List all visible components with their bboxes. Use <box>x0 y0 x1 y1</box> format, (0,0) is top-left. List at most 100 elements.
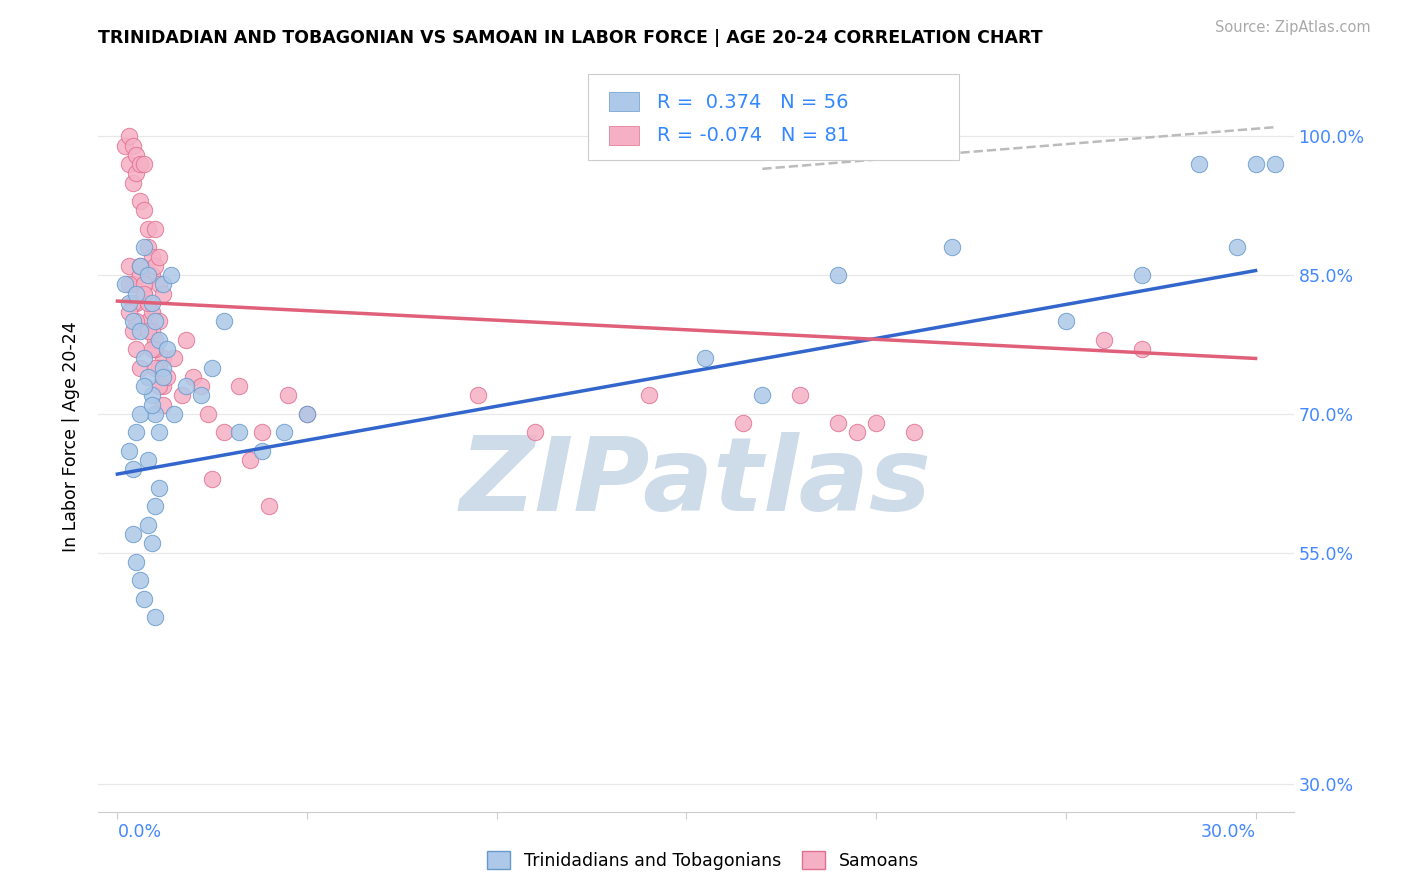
FancyBboxPatch shape <box>609 126 638 145</box>
Text: ZIPatlas: ZIPatlas <box>460 432 932 533</box>
Point <box>118 157 141 171</box>
Point <box>141 342 163 356</box>
Point <box>239 453 262 467</box>
Point <box>129 268 152 283</box>
Point <box>228 425 250 440</box>
Y-axis label: In Labor Force | Age 20-24: In Labor Force | Age 20-24 <box>62 322 80 552</box>
Point <box>733 416 755 430</box>
Point <box>148 250 170 264</box>
Point <box>129 259 152 273</box>
Point <box>141 250 163 264</box>
Point <box>467 388 489 402</box>
Point <box>201 472 224 486</box>
Point <box>277 388 299 402</box>
Point <box>1264 157 1286 171</box>
Point <box>148 379 170 393</box>
Point <box>121 176 143 190</box>
Point <box>132 379 155 393</box>
Point <box>181 370 204 384</box>
Point <box>143 500 166 514</box>
Point <box>132 157 155 171</box>
Point <box>827 268 849 283</box>
Point <box>789 388 811 402</box>
Point <box>152 277 174 292</box>
Point <box>148 314 170 328</box>
Point <box>148 425 170 440</box>
Point <box>121 277 143 292</box>
Point <box>132 203 155 218</box>
Point <box>174 333 197 347</box>
Point <box>250 444 273 458</box>
Text: Source: ZipAtlas.com: Source: ZipAtlas.com <box>1215 20 1371 35</box>
Point <box>228 379 250 393</box>
Point <box>118 277 141 292</box>
Point <box>118 444 141 458</box>
Point <box>136 453 159 467</box>
Point <box>141 388 163 402</box>
Point <box>141 296 163 310</box>
Point <box>132 286 155 301</box>
Point <box>136 370 159 384</box>
Point <box>143 314 166 328</box>
Point <box>129 259 152 273</box>
Point <box>132 240 155 254</box>
Point <box>152 370 174 384</box>
Point <box>141 305 163 319</box>
Point <box>1244 157 1267 171</box>
Point <box>1130 342 1153 356</box>
Point <box>132 286 155 301</box>
Point <box>125 314 148 328</box>
Point <box>121 314 143 328</box>
Point <box>148 360 170 375</box>
Point <box>125 166 148 180</box>
Point <box>143 342 166 356</box>
Point <box>129 194 152 209</box>
Point <box>125 286 148 301</box>
Point <box>118 305 141 319</box>
Point <box>152 360 174 375</box>
Point <box>121 462 143 476</box>
Point <box>637 388 659 402</box>
Point <box>136 268 159 283</box>
Point <box>190 379 212 393</box>
Point <box>846 425 869 440</box>
Point <box>152 379 174 393</box>
Text: TRINIDADIAN AND TOBAGONIAN VS SAMOAN IN LABOR FORCE | AGE 20-24 CORRELATION CHAR: TRINIDADIAN AND TOBAGONIAN VS SAMOAN IN … <box>98 29 1043 47</box>
Point <box>152 286 174 301</box>
Point <box>201 360 224 375</box>
Point <box>125 148 148 162</box>
Point <box>250 425 273 440</box>
Point <box>273 425 295 440</box>
Text: 0.0%: 0.0% <box>117 822 162 841</box>
Text: R = -0.074   N = 81: R = -0.074 N = 81 <box>657 127 849 145</box>
Point <box>143 222 166 236</box>
Point <box>143 407 166 421</box>
Legend: Trinidadians and Tobagonians, Samoans: Trinidadians and Tobagonians, Samoans <box>479 843 927 879</box>
Point <box>212 425 235 440</box>
Point <box>827 416 849 430</box>
Point <box>197 407 219 421</box>
Point <box>1054 314 1077 328</box>
Point <box>190 388 212 402</box>
Point <box>212 314 235 328</box>
Point <box>156 370 179 384</box>
Point <box>1092 333 1115 347</box>
Point <box>121 138 143 153</box>
Point <box>121 324 143 338</box>
Point <box>148 481 170 495</box>
Point <box>295 407 318 421</box>
Point <box>295 407 318 421</box>
FancyBboxPatch shape <box>609 93 638 112</box>
Point <box>159 268 181 283</box>
Point <box>163 351 186 366</box>
Point <box>121 296 143 310</box>
Point <box>148 277 170 292</box>
Point <box>125 425 148 440</box>
Point <box>118 129 141 144</box>
Text: R =  0.374   N = 56: R = 0.374 N = 56 <box>657 93 848 112</box>
Point <box>118 259 141 273</box>
Point <box>1130 268 1153 283</box>
Point <box>118 296 141 310</box>
Point <box>114 277 136 292</box>
Point <box>143 333 166 347</box>
